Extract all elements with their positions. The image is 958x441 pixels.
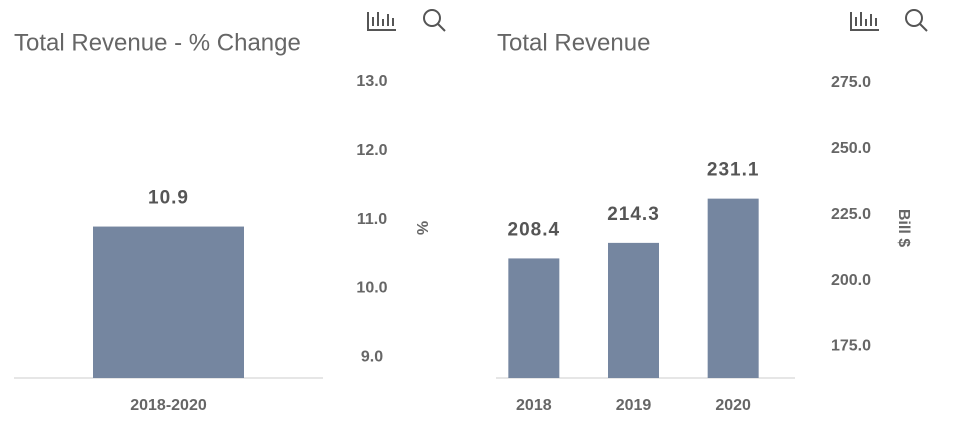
y-axis-label: % <box>413 221 430 235</box>
x-tick-label: 2018-2020 <box>130 397 207 414</box>
bar <box>608 242 659 378</box>
value-label: 10.9 <box>148 188 189 209</box>
y-tick-label: 275.0 <box>831 74 871 91</box>
x-tick-label: 2019 <box>616 397 652 414</box>
zoom-icon[interactable] <box>423 9 446 32</box>
y-tick-label: 10.0 <box>356 280 387 297</box>
zoom-icon[interactable] <box>905 9 928 32</box>
y-tick-label: 200.0 <box>831 272 871 289</box>
bar <box>93 226 244 378</box>
y-tick-label: 175.0 <box>831 338 871 355</box>
y-tick-label: 13.0 <box>356 73 387 90</box>
y-axis-label: Bill $ <box>895 209 912 247</box>
value-label: 231.1 <box>707 160 760 181</box>
x-tick-label: 2018 <box>516 397 552 414</box>
y-tick-label: 250.0 <box>831 140 871 157</box>
y-tick-label: 9.0 <box>361 349 383 366</box>
value-label: 208.4 <box>508 219 561 240</box>
chart-icon[interactable] <box>367 12 396 31</box>
x-tick-label: 2020 <box>715 397 751 414</box>
chart-title: Total Revenue <box>497 29 650 56</box>
value-label: 214.3 <box>607 204 660 225</box>
y-tick-label: 12.0 <box>356 142 387 159</box>
chart-icon[interactable] <box>850 12 879 31</box>
chart-title: Total Revenue - % Change <box>14 29 301 56</box>
y-tick-label: 225.0 <box>831 206 871 223</box>
y-tick-label: 11.0 <box>357 211 387 228</box>
bar <box>508 258 560 378</box>
bar <box>707 198 759 378</box>
